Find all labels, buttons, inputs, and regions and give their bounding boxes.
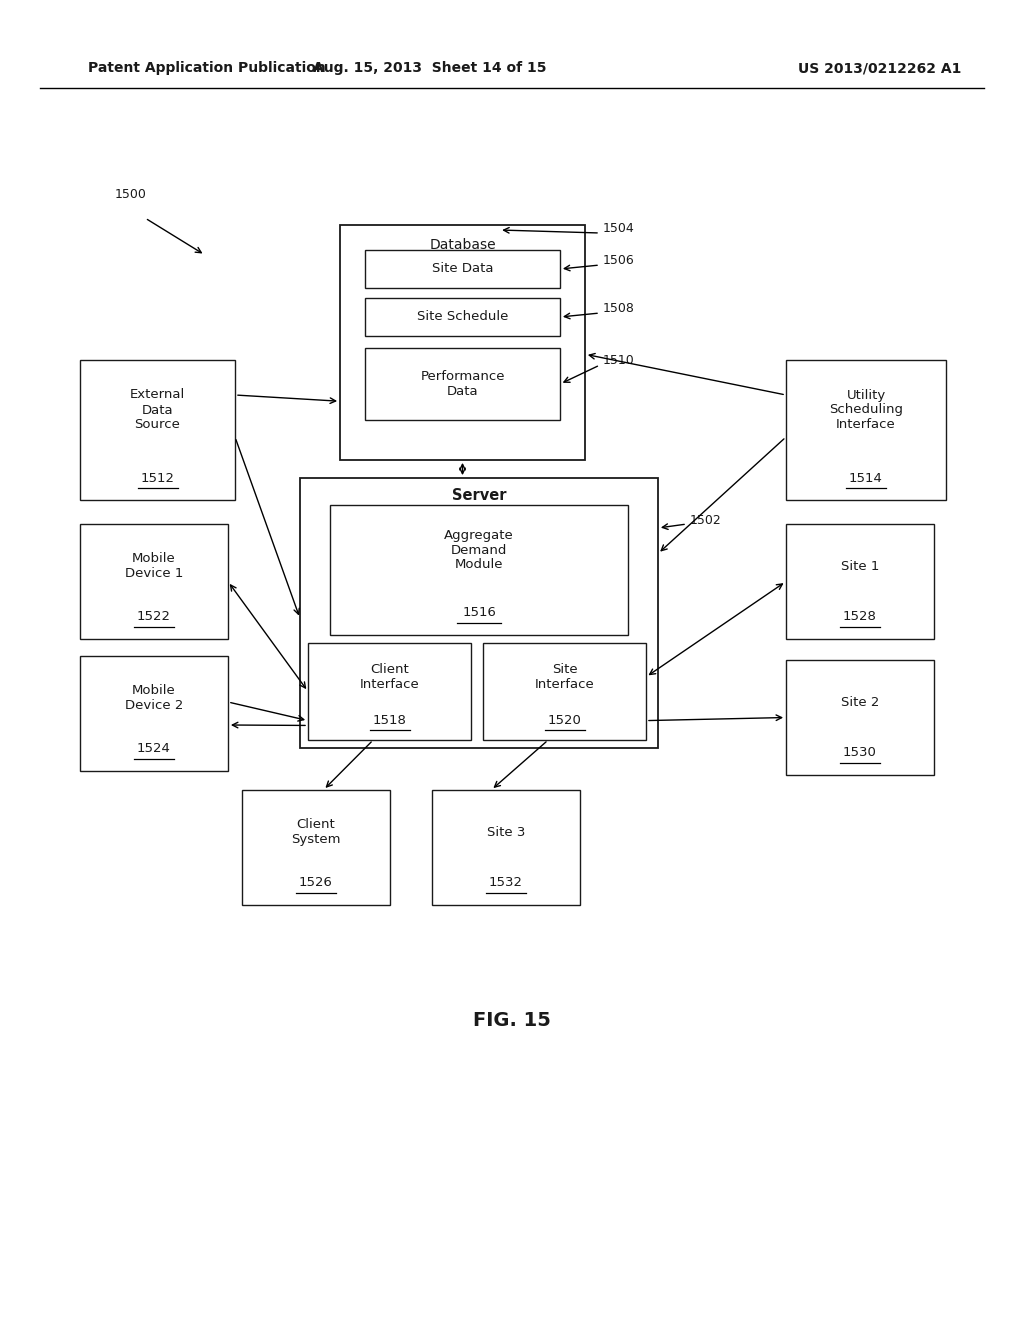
Bar [786, 660, 934, 775]
Text: Site
Interface: Site Interface [535, 663, 594, 690]
Text: 1508: 1508 [603, 302, 635, 315]
Text: External
Data
Source: External Data Source [130, 388, 185, 432]
Text: FIG. 15: FIG. 15 [473, 1011, 551, 1030]
Bar [365, 249, 560, 288]
Bar [80, 656, 228, 771]
Bar [432, 789, 580, 906]
Text: Aug. 15, 2013  Sheet 14 of 15: Aug. 15, 2013 Sheet 14 of 15 [313, 61, 547, 75]
Text: 1516: 1516 [462, 606, 496, 619]
Text: 1504: 1504 [603, 222, 635, 235]
Text: 1520: 1520 [548, 714, 582, 726]
Text: Server: Server [452, 488, 506, 503]
Bar [786, 360, 946, 500]
Text: 1522: 1522 [137, 610, 171, 623]
Text: Aggregate
Demand
Module: Aggregate Demand Module [444, 528, 514, 572]
Bar [242, 789, 390, 906]
Text: Mobile
Device 2: Mobile Device 2 [125, 684, 183, 711]
Text: Performance
Data: Performance Data [420, 370, 505, 399]
Text: 1512: 1512 [140, 471, 174, 484]
Text: 1526: 1526 [299, 876, 333, 890]
Text: US 2013/0212262 A1: US 2013/0212262 A1 [799, 61, 962, 75]
Bar [483, 643, 646, 741]
Text: Site 2: Site 2 [841, 696, 880, 709]
Text: Client
Interface: Client Interface [359, 663, 420, 690]
Text: Utility
Scheduling
Interface: Utility Scheduling Interface [829, 388, 903, 432]
Text: Mobile
Device 1: Mobile Device 1 [125, 552, 183, 579]
Text: Site Data: Site Data [432, 263, 494, 276]
Bar [365, 298, 560, 337]
Bar [80, 524, 228, 639]
Text: 1500: 1500 [115, 189, 146, 202]
Text: 1514: 1514 [849, 471, 883, 484]
Text: 1524: 1524 [137, 742, 171, 755]
Text: 1528: 1528 [843, 610, 877, 623]
Text: 1510: 1510 [603, 354, 635, 367]
Text: Client
System: Client System [291, 818, 341, 846]
Text: 1502: 1502 [690, 513, 722, 527]
Text: 1518: 1518 [373, 714, 407, 726]
Text: 1532: 1532 [489, 876, 523, 890]
Bar [330, 506, 628, 635]
Bar [365, 348, 560, 420]
Text: 1506: 1506 [603, 255, 635, 268]
Text: Site Schedule: Site Schedule [417, 310, 508, 323]
Bar [308, 643, 471, 741]
Text: 1530: 1530 [843, 747, 877, 759]
Text: Database: Database [429, 238, 496, 252]
Text: Patent Application Publication: Patent Application Publication [88, 61, 326, 75]
Text: Site 3: Site 3 [486, 825, 525, 838]
Bar [340, 224, 585, 459]
Text: Site 1: Site 1 [841, 560, 880, 573]
Bar [786, 524, 934, 639]
Bar [80, 360, 234, 500]
Bar [300, 478, 658, 748]
